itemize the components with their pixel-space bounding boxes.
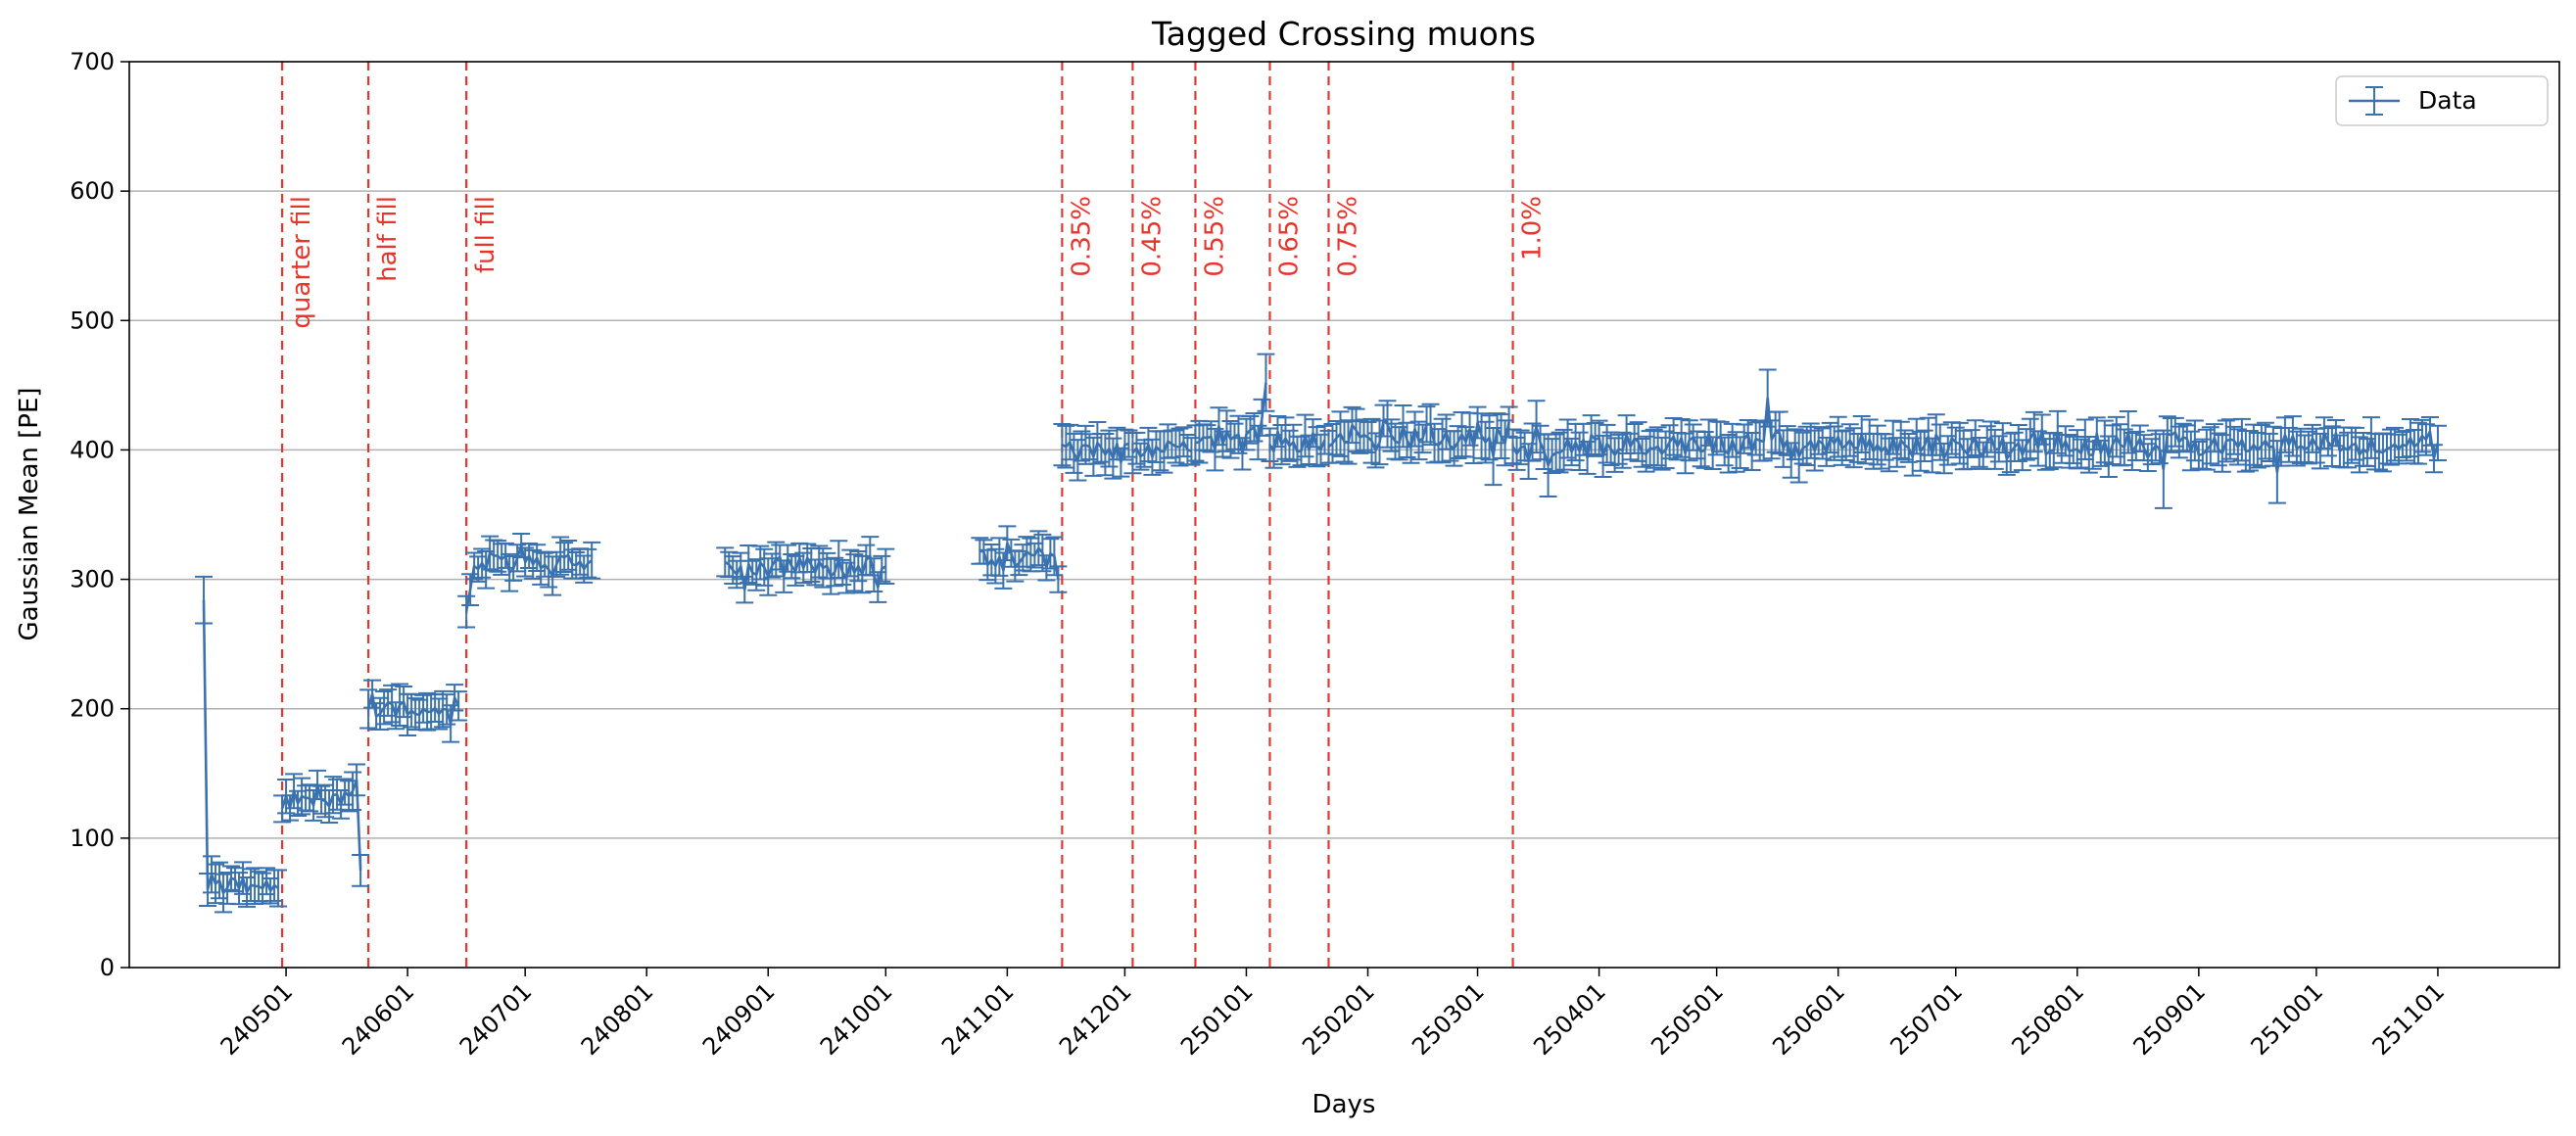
fill-marker-label: 1.0% (1518, 196, 1548, 260)
series-line (1131, 440, 1192, 459)
fill-marker-label: 0.75% (1333, 196, 1362, 277)
fill-marker-label: half fill (373, 196, 403, 282)
legend: Data (2335, 75, 2549, 126)
data-series (195, 353, 2447, 914)
legend-marker (2349, 86, 2400, 116)
fill-marker-label: 0.55% (1200, 196, 1229, 277)
fill-marker-label: 0.65% (1274, 196, 1304, 277)
fill-markers: quarter fill half fill full fill 0.35% 0.45%… (280, 62, 1548, 968)
y-axis-label: Gaussian Mean [PE] (15, 387, 44, 640)
y-axis-ticks: 0 100 200 300 400 500 600 700 (70, 48, 129, 981)
y-tick-label: 0 (100, 954, 115, 981)
fill-marker-label: quarter fill (287, 196, 316, 329)
y-tick-label: 600 (70, 177, 115, 205)
y-tick-label: 700 (70, 48, 115, 75)
fill-marker-label: 0.45% (1137, 196, 1167, 277)
fill-marker-label: 0.35% (1067, 196, 1096, 277)
legend-box (2335, 75, 2549, 126)
y-tick-label: 400 (70, 436, 115, 463)
y-tick-label: 100 (70, 825, 115, 852)
y-tick-label: 300 (70, 566, 115, 593)
plot-frame (128, 61, 2560, 969)
chart-title: Tagged Crossing muons (1151, 15, 1536, 53)
y-tick-label: 500 (70, 307, 115, 334)
fill-marker-label: full fill (471, 196, 501, 273)
x-axis-label: Days (1312, 1090, 1376, 1119)
legend-label: Data (2418, 86, 2477, 115)
y-tick-label: 200 (70, 695, 115, 723)
